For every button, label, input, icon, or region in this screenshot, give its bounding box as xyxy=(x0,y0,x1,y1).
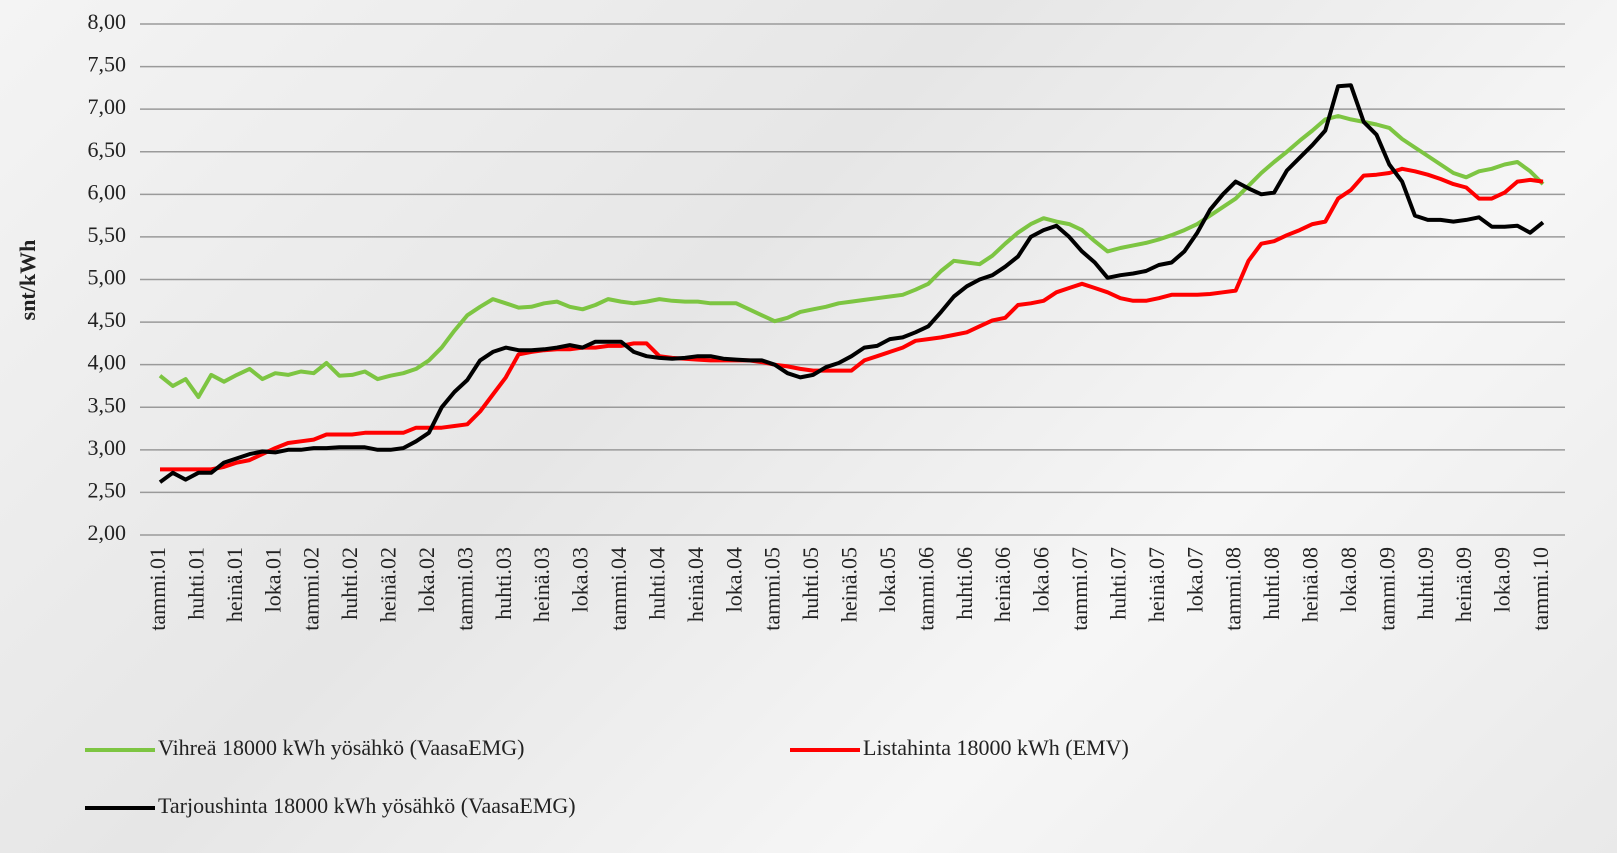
y-axis-label: snt/kWh xyxy=(15,240,40,321)
x-tick-label: loka.01 xyxy=(260,547,285,612)
x-tick-label: loka.05 xyxy=(875,547,900,612)
x-tick-label: huhti.01 xyxy=(183,547,208,620)
y-tick-label: 4,50 xyxy=(88,307,127,332)
x-tick-label: heinä.05 xyxy=(837,547,862,622)
x-tick-label: tammi.08 xyxy=(1221,547,1246,631)
x-tick-label: heinä.02 xyxy=(376,547,401,622)
x-tick-label: heinä.04 xyxy=(683,547,708,622)
x-tick-label: heinä.03 xyxy=(529,547,554,622)
x-tick-label: heinä.01 xyxy=(222,547,247,622)
x-tick-label: tammi.04 xyxy=(606,547,631,631)
x-tick-label: heinä.07 xyxy=(1144,547,1169,622)
legend-label: Tarjoushinta 18000 kWh yösähkö (VaasaEMG… xyxy=(158,793,576,818)
y-tick-label: 2,00 xyxy=(88,520,127,545)
x-tick-label: huhti.02 xyxy=(337,547,362,620)
legend-label: Vihreä 18000 kWh yösähkö (VaasaEMG) xyxy=(158,735,524,760)
y-tick-label: 6,50 xyxy=(88,137,127,162)
x-tick-label: tammi.09 xyxy=(1374,547,1399,631)
y-tick-label: 3,50 xyxy=(88,392,127,417)
x-tick-label: loka.09 xyxy=(1490,547,1515,612)
x-tick-label: heinä.08 xyxy=(1298,547,1323,622)
x-tick-label: huhti.06 xyxy=(952,547,977,620)
y-tick-label: 2,50 xyxy=(88,477,127,502)
x-tick-label: tammi.03 xyxy=(452,547,477,631)
y-tick-label: 7,50 xyxy=(88,52,127,77)
y-tick-label: 5,00 xyxy=(88,265,127,290)
x-tick-label: loka.06 xyxy=(1029,547,1054,612)
y-tick-label: 6,00 xyxy=(88,179,127,204)
x-tick-label: loka.08 xyxy=(1336,547,1361,612)
x-tick-label: huhti.09 xyxy=(1413,547,1438,620)
x-tick-label: loka.02 xyxy=(414,547,439,612)
x-tick-label: tammi.06 xyxy=(913,547,938,631)
x-tick-label: huhti.05 xyxy=(798,547,823,620)
y-tick-label: 3,00 xyxy=(88,435,127,460)
x-tick-label: huhti.03 xyxy=(491,547,516,620)
legend-label: Listahinta 18000 kWh (EMV) xyxy=(863,735,1129,760)
x-tick-label: huhti.08 xyxy=(1259,547,1284,620)
series-line xyxy=(158,83,1545,484)
x-tick-label: tammi.02 xyxy=(299,547,324,631)
x-tick-label: loka.07 xyxy=(1182,547,1207,612)
series-line xyxy=(158,114,1545,399)
x-tick-label: loka.03 xyxy=(568,547,593,612)
x-tick-label: tammi.10 xyxy=(1528,547,1553,631)
series-line xyxy=(160,166,1544,472)
x-tick-label: huhti.04 xyxy=(644,547,669,620)
x-tick-label: heinä.09 xyxy=(1451,547,1476,622)
x-tick-label: heinä.06 xyxy=(990,547,1015,622)
x-tick-label: loka.04 xyxy=(721,547,746,612)
x-tick-label: tammi.05 xyxy=(760,547,785,631)
x-tick-label: tammi.01 xyxy=(145,547,170,631)
x-tick-label: tammi.07 xyxy=(1067,547,1092,631)
y-tick-label: 7,00 xyxy=(88,94,127,119)
y-tick-label: 8,00 xyxy=(88,9,127,34)
y-tick-label: 4,00 xyxy=(88,350,127,375)
y-tick-label: 5,50 xyxy=(88,222,127,247)
x-tick-label: huhti.07 xyxy=(1105,547,1130,620)
